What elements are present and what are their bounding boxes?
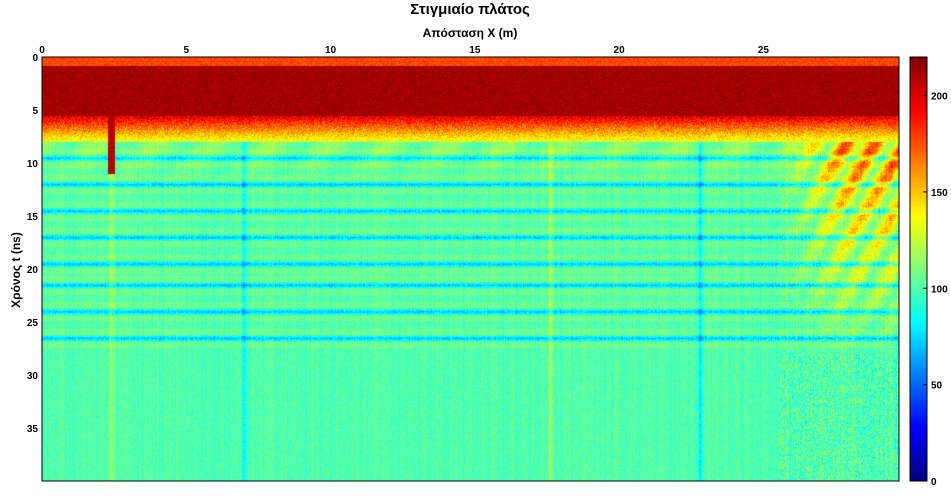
x-axis-label: Απόσταση X (m) [423,26,518,40]
y-tick-label: 15 [27,212,39,223]
heatmap-image [42,57,899,481]
colorbar-tick-label: 50 [931,381,943,392]
y-axis-label: Χρόνος t (ns) [9,232,23,308]
x-tick-label: 0 [39,45,45,56]
y-tick-label: 20 [27,265,39,276]
x-tick-label: 5 [183,45,189,56]
x-tick-label: 15 [469,45,481,56]
x-tick-label: 25 [758,45,770,56]
y-tick-label: 30 [27,371,39,382]
chart-title: Στιγμιαίο πλάτος [410,1,530,18]
y-tick-label: 0 [32,53,38,64]
y-tick-label: 25 [27,318,39,329]
x-tick-label: 10 [325,45,337,56]
colorbar-tick-label: 150 [931,188,948,199]
colorbar-frame [909,56,928,482]
colorbar-tick-label: 100 [931,284,948,295]
plot-frame [41,56,900,482]
colorbar-tick-label: 0 [931,477,937,488]
y-tick-label: 35 [27,424,39,435]
y-tick-label: 5 [32,106,38,117]
colorbar-tick-label: 200 [931,92,948,103]
colorbar-ticks: 0 50 100 150 200 [923,92,948,488]
x-tick-label: 20 [614,45,626,56]
colorbar [910,57,927,481]
y-tick-label: 10 [27,159,39,170]
